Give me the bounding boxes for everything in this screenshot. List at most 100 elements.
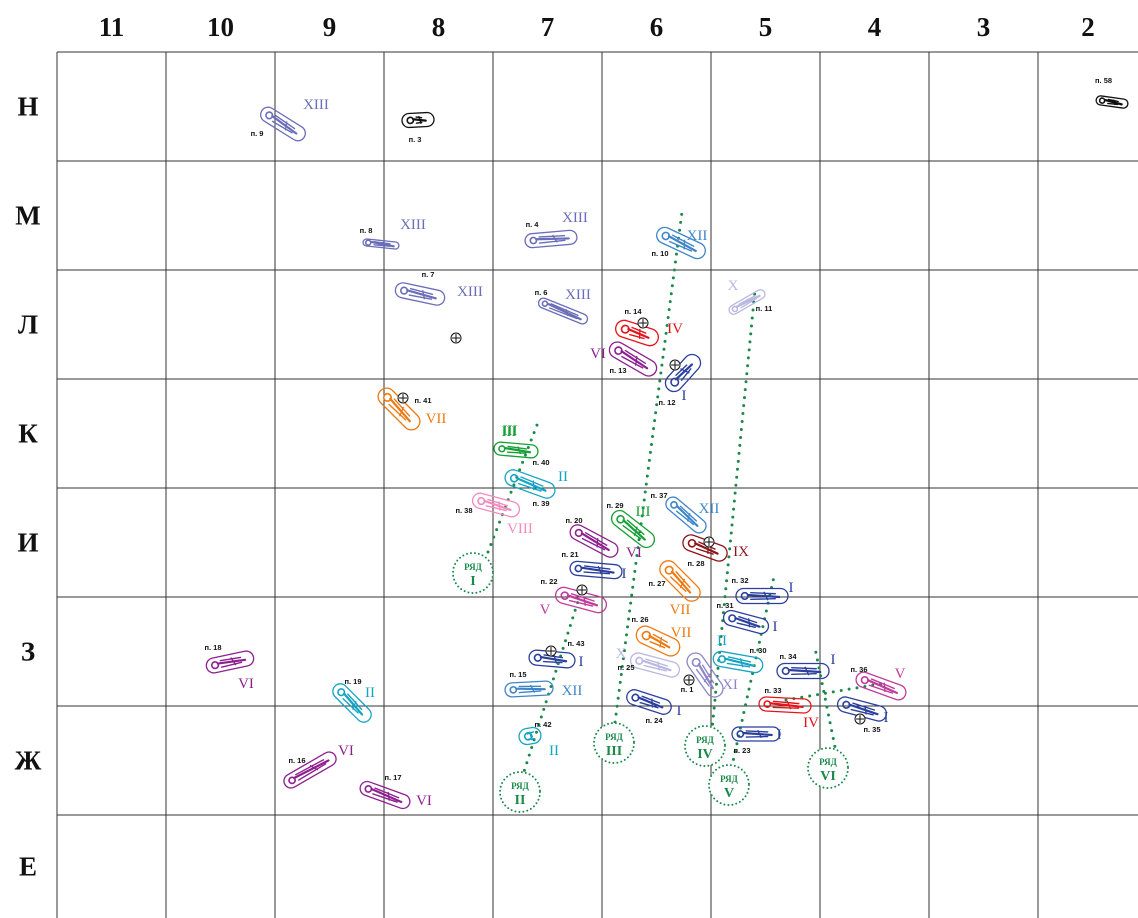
group-marker: XIII: [457, 284, 483, 300]
group-marker: X: [728, 278, 739, 294]
group-marker: XIII: [303, 97, 329, 113]
burial-outline: [569, 560, 623, 580]
burial-outline: [728, 289, 766, 315]
group-marker: VII: [426, 411, 447, 427]
burial-label: п. 13: [609, 366, 626, 375]
burial-outline: [205, 650, 255, 674]
burial-label: п. 22: [540, 577, 557, 586]
row-alignment-line: [813, 646, 840, 764]
burial-outline: [569, 524, 619, 558]
group-marker: XIII: [562, 210, 588, 226]
burial-outline: [722, 609, 770, 635]
burial-outline: [332, 683, 372, 723]
burial-outline: [283, 751, 337, 789]
burial-label: п. 10: [651, 249, 668, 258]
group-marker: XII: [687, 228, 708, 244]
crossed-circle-marker: [545, 645, 557, 657]
row-alignment-line: [728, 570, 777, 777]
group-marker: I: [831, 652, 836, 668]
row-header: М: [15, 201, 40, 231]
group-marker: III: [503, 423, 518, 439]
burial-outline: [1095, 95, 1129, 109]
burial-label: п. 33: [764, 686, 781, 695]
burial-label: п. 37: [650, 491, 667, 500]
burial-label: п. 18: [204, 643, 221, 652]
burial-outline: [615, 319, 659, 347]
row-alignment-line: [486, 423, 539, 554]
group-marker: II: [717, 633, 727, 649]
burial-outline: [377, 387, 421, 431]
group-marker: VII: [670, 602, 691, 618]
row-badge: РЯД II: [499, 771, 541, 813]
column-header: 2: [1081, 12, 1095, 42]
burial-outline: [855, 671, 907, 701]
row-badge-word: РЯД: [464, 562, 483, 572]
group-marker: V: [540, 602, 551, 618]
burial-label: п. 32: [731, 576, 748, 585]
burial-outline: [712, 650, 764, 674]
burial-label: п. 24: [645, 716, 663, 725]
burial-label: п. 23: [733, 746, 750, 755]
row-badge-word: РЯД: [605, 732, 624, 742]
burial-outline: [362, 238, 400, 250]
burial-outline: [493, 441, 539, 459]
burial-label: п. 1: [681, 685, 694, 694]
row-badge-word: РЯД: [696, 735, 715, 745]
burial-label: п. 26: [631, 615, 648, 624]
row-badge: РЯД III: [593, 722, 635, 764]
row-header: Л: [18, 310, 38, 340]
row-alignment-line: [612, 210, 684, 732]
burial-label: п. 16: [288, 756, 305, 765]
group-marker: VI: [590, 346, 606, 362]
burial-label: п. 35: [863, 725, 880, 734]
burial-label: п. 31: [716, 601, 733, 610]
burial-label: п. 4: [526, 220, 540, 229]
burial-label: п. 38: [455, 506, 472, 515]
group-marker: X: [616, 646, 627, 662]
row-alignment-line: [520, 593, 582, 780]
group-marker: I: [777, 727, 782, 743]
burial-label: п. 8: [360, 226, 373, 235]
burial-outline: [686, 652, 724, 698]
group-marker: XIII: [565, 287, 591, 303]
burial-label: п. 28: [687, 559, 704, 568]
group-marker: VI: [338, 743, 354, 759]
group-marker: XII: [699, 501, 720, 517]
burial-outline: [471, 492, 521, 518]
crossed-circle-marker: [854, 713, 866, 725]
burial-outline: [524, 229, 578, 249]
row-badge-numeral: IV: [697, 747, 713, 762]
burial-outline: [665, 496, 707, 534]
burial-label: п. 41: [414, 396, 431, 405]
row-badge: РЯД VI: [807, 747, 849, 789]
group-marker: I: [884, 710, 889, 726]
burial-outline: [776, 662, 830, 680]
burial-outline: [758, 696, 812, 714]
burial-label: п. 39: [532, 499, 549, 508]
burials-layer: п. 58 п. 3 п. 9 п. 8 п. 4 п. 7 п. 6 п. 10 п. 11 п…: [204, 76, 1129, 810]
burial-outline: [626, 689, 672, 715]
group-marker: III: [636, 504, 651, 520]
column-header: 5: [759, 12, 773, 42]
group-marker: I: [579, 654, 584, 670]
crossed-circle-marker: [450, 332, 462, 344]
row-headers: Н М Л К И З Ж Е: [15, 92, 42, 882]
group-marker: XI: [722, 677, 738, 693]
row-badge-word: РЯД: [720, 774, 739, 784]
row-header: З: [21, 637, 35, 667]
column-header: 4: [868, 12, 882, 42]
burial-label: п. 3: [409, 135, 422, 144]
group-marker: II: [558, 469, 568, 485]
burial-outline: [504, 469, 556, 499]
burial-label: п. 6: [535, 288, 548, 297]
row-header: Н: [17, 92, 38, 122]
column-header: 8: [432, 12, 446, 42]
burial-label: п. 30: [749, 646, 766, 655]
row-badge-word: РЯД: [511, 781, 530, 791]
burial-outline: [610, 509, 656, 549]
group-marker: V: [895, 666, 906, 682]
column-header: 9: [323, 12, 337, 42]
